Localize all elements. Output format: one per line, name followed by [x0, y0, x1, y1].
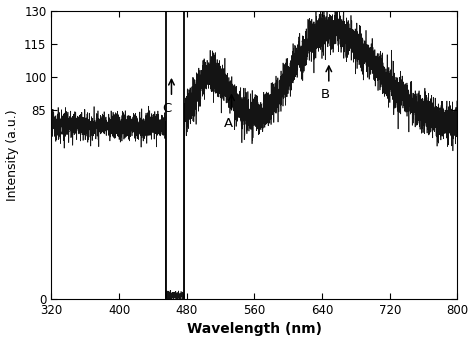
Text: B: B — [321, 88, 330, 101]
Y-axis label: Intensity (a.u.): Intensity (a.u.) — [6, 109, 18, 201]
X-axis label: Wavelength (nm): Wavelength (nm) — [187, 323, 322, 337]
Text: C: C — [163, 102, 172, 115]
Text: A: A — [224, 117, 233, 130]
